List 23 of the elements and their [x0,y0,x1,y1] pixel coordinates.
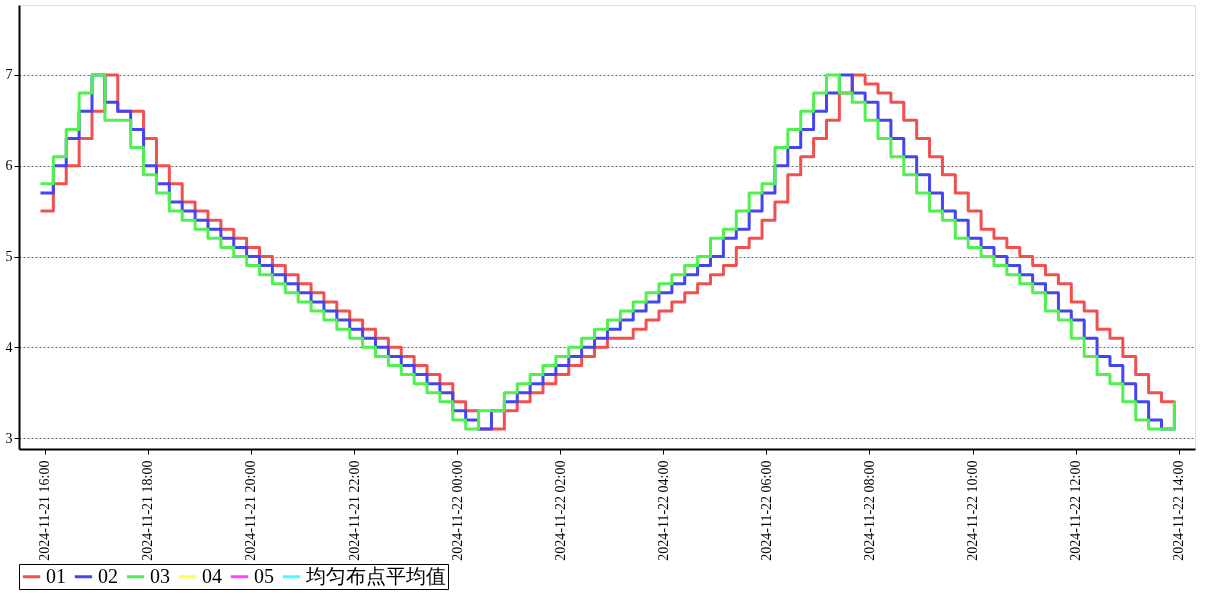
y-tick-label: 7 [5,67,13,83]
legend-label: 02 [98,564,118,587]
legend-label: 03 [150,564,170,587]
x-tick-label: 2024-11-21 22:00 [346,460,362,561]
x-tick-label: 2024-11-21 16:00 [37,460,53,561]
legend-label: 01 [46,564,66,587]
x-tick-label: 2024-11-22 08:00 [861,460,877,561]
legend-label: 均匀布点平均值 [305,564,446,587]
legend-label: 04 [202,564,222,587]
x-tick-label: 2024-11-22 10:00 [965,460,981,561]
x-tick-label: 2024-11-22 02:00 [552,460,568,561]
x-tick-label: 2024-11-22 06:00 [758,460,774,561]
y-tick-label: 6 [5,158,13,174]
x-tick-label: 2024-11-22 12:00 [1068,460,1084,561]
x-tick-label: 2024-11-21 18:00 [140,460,156,561]
x-tick-label: 2024-11-22 00:00 [449,460,465,561]
x-tick-label: 2024-11-22 14:00 [1171,460,1187,561]
y-tick-label: 4 [5,339,13,355]
y-tick-label: 5 [5,249,13,265]
x-tick-label: 2024-11-21 20:00 [243,460,259,561]
x-tick-label: 2024-11-22 04:00 [655,460,671,561]
legend-label: 05 [254,564,274,587]
y-tick-label: 3 [5,430,13,446]
